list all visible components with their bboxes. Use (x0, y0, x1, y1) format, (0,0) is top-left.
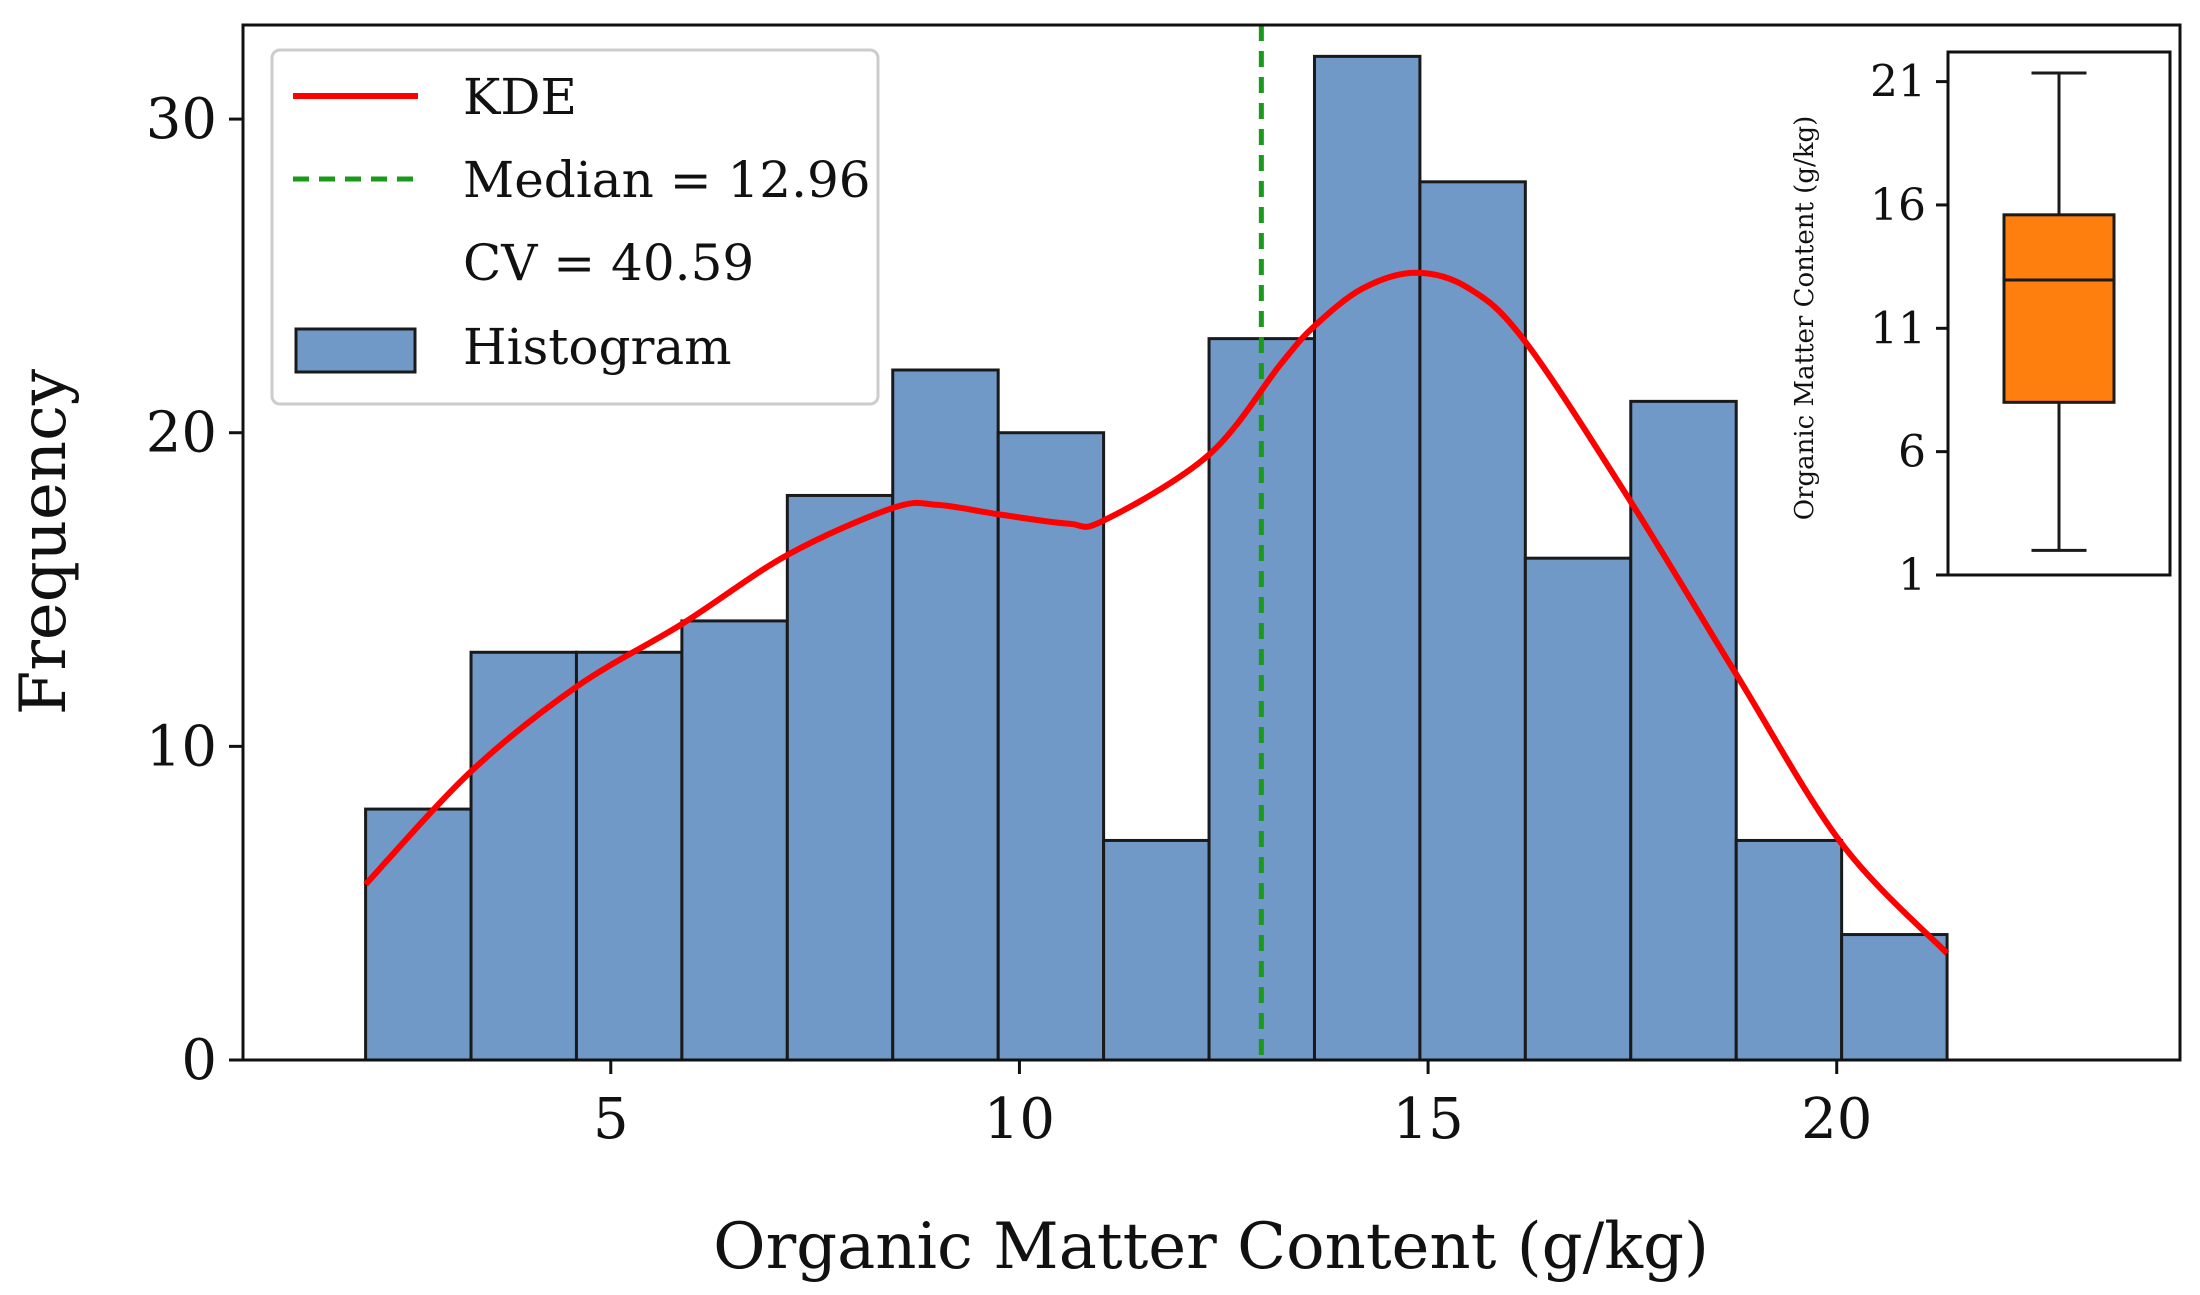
legend-box (270, 48, 880, 406)
histogram-bar (1523, 556, 1633, 1062)
kde-layer (363, 269, 1950, 956)
histogram-bar (1840, 933, 1949, 1062)
y-tick-label: 0 (181, 1028, 217, 1093)
inset-tick-label: 11 (1870, 303, 1926, 354)
inset-tick-label: 16 (1870, 180, 1926, 231)
histogram-bar (1312, 54, 1422, 1062)
legend-kde-label: KDE (463, 68, 577, 126)
x-tick-label: 5 (593, 1087, 629, 1152)
x-axis-title: Organic Matter Content (g/kg) (713, 1210, 1709, 1284)
x-tick-label: 10 (984, 1087, 1055, 1152)
histogram-bar (680, 619, 789, 1062)
y-tick-label: 10 (146, 714, 217, 779)
inset-y-axis-title: Organic Matter Content (g/kg) (1790, 116, 1820, 521)
inset-box-body (2002, 213, 2116, 404)
y-tick-label: 30 (146, 87, 217, 152)
legend-histogram-swatch (294, 327, 417, 374)
legend-histogram-label: Histogram (463, 318, 732, 376)
inset-tick-label: 6 (1898, 427, 1926, 478)
histogram-bar (785, 493, 895, 1062)
inset-tick-label: 21 (1870, 57, 1926, 108)
histogram-bar (469, 650, 578, 1062)
kde-curve (363, 269, 1950, 956)
histogram-bar (1734, 838, 1844, 1062)
y-axis-ticks: 0 10 20 30 (146, 87, 243, 1093)
plot-frame (241, 23, 2182, 1062)
y-tick-label: 20 (146, 401, 217, 466)
legend: KDE Median = 12.96 CV = 40.59 Histogram (270, 48, 880, 406)
histogram-bar (891, 368, 1000, 1062)
histogram-bar (1418, 180, 1527, 1062)
legend-cv-label: CV = 40.59 (463, 234, 754, 292)
x-axis-ticks: 5 10 15 20 (593, 1060, 1872, 1152)
x-tick-label: 15 (1392, 1087, 1463, 1152)
inset-tick-label: 1 (1898, 550, 1926, 601)
inset-box-elements (2002, 71, 2116, 552)
bars-layer (364, 54, 1949, 1062)
legend-median-label: Median = 12.96 (463, 151, 871, 209)
x-tick-label: 20 (1801, 1087, 1872, 1152)
histogram-bar (1629, 399, 1738, 1062)
histogram-bar (574, 650, 684, 1062)
histogram-bar (364, 807, 473, 1062)
histogram-bar (1102, 838, 1211, 1062)
y-axis-title: Frequency (7, 369, 81, 715)
